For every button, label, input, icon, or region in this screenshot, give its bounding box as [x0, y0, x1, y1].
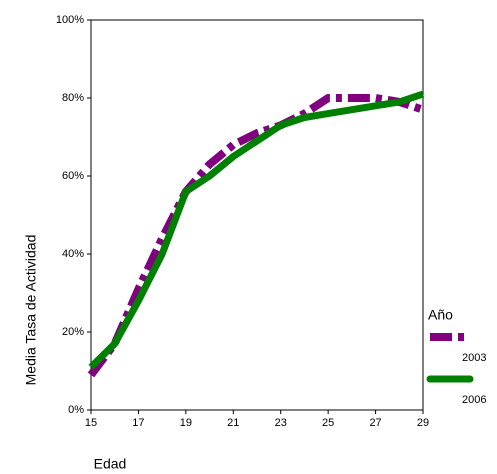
x-tick-label: 23	[275, 417, 287, 429]
legend-title: Año	[428, 307, 453, 323]
y-tick-label: 60%	[62, 170, 84, 182]
x-tick-label: 21	[227, 417, 239, 429]
series-line	[87, 94, 425, 378]
plot-frame	[90, 19, 424, 411]
y-tick-label: 100%	[56, 14, 84, 26]
y-tick-label: 80%	[62, 92, 84, 104]
y-axis-label: Media Tasa de Actividad	[23, 235, 39, 386]
x-axis-label: Edad	[94, 456, 127, 472]
y-tick-label: 40%	[62, 248, 84, 260]
x-tick-label: 27	[369, 417, 381, 429]
legend-label: 2006	[462, 394, 486, 406]
y-tick-label: 0%	[68, 404, 84, 416]
x-tick-label: 17	[132, 417, 144, 429]
x-tick-label: 29	[417, 417, 429, 429]
legend-label: 2003	[462, 352, 486, 364]
x-tick-label: 25	[322, 417, 334, 429]
x-tick-label: 19	[180, 417, 192, 429]
x-tick-label: 15	[85, 417, 97, 429]
y-tick-label: 20%	[62, 326, 84, 338]
series-line	[88, 90, 425, 370]
